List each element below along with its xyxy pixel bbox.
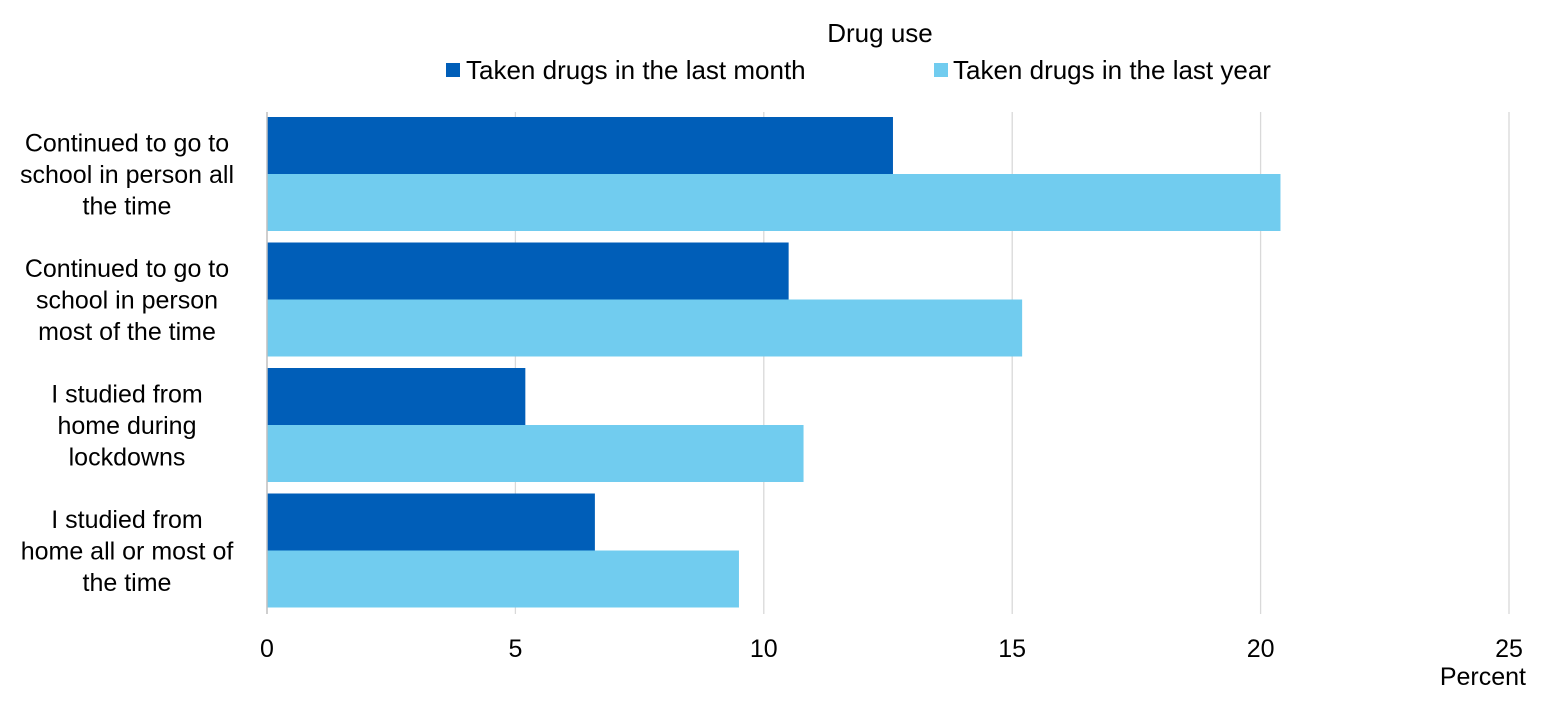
- category-label-2-line-3: most of the time: [38, 318, 216, 346]
- legend-label-last-month: Taken drugs in the last month: [466, 55, 806, 85]
- bar-last-year-2: [267, 299, 1023, 357]
- x-tick-label-15: 15: [998, 635, 1026, 663]
- x-tick-label-20: 20: [1247, 635, 1275, 663]
- bar-last-month-3: [267, 368, 526, 425]
- legend-swatch-last-year: [934, 63, 948, 77]
- x-tick-label-5: 5: [508, 635, 522, 663]
- category-label-4-line-3: the time: [83, 569, 172, 597]
- bar-last-month-4: [267, 493, 595, 551]
- bar-last-month-1: [267, 117, 893, 174]
- bar-last-year-1: [267, 174, 1281, 231]
- legend-title: Drug use: [827, 18, 933, 48]
- x-tick-label-0: 0: [260, 635, 274, 663]
- x-axis-label: Percent: [1440, 663, 1526, 691]
- category-label-2-line-2: school in person: [36, 287, 218, 315]
- category-label-3-line-2: home during: [58, 412, 197, 440]
- category-label-3-line-3: lockdowns: [69, 444, 186, 472]
- category-label-3-line-1: I studied from: [51, 381, 202, 409]
- category-label-1-line-2: school in person all: [20, 161, 234, 189]
- category-label-2-line-1: Continued to go to: [25, 255, 229, 283]
- category-label-1-line-3: the time: [83, 193, 172, 221]
- category-label-4-line-1: I studied from: [51, 506, 202, 534]
- bar-last-month-2: [267, 242, 789, 300]
- category-label-1-line-1: Continued to go to: [25, 130, 229, 158]
- x-tick-label-10: 10: [750, 635, 778, 663]
- x-tick-label-25: 25: [1495, 635, 1523, 663]
- legend-label-last-year: Taken drugs in the last year: [953, 55, 1271, 85]
- bar-last-year-3: [267, 425, 804, 482]
- category-label-4-line-2: home all or most of: [21, 538, 234, 566]
- legend-swatch-last-month: [446, 63, 460, 77]
- bar-last-year-4: [267, 550, 739, 608]
